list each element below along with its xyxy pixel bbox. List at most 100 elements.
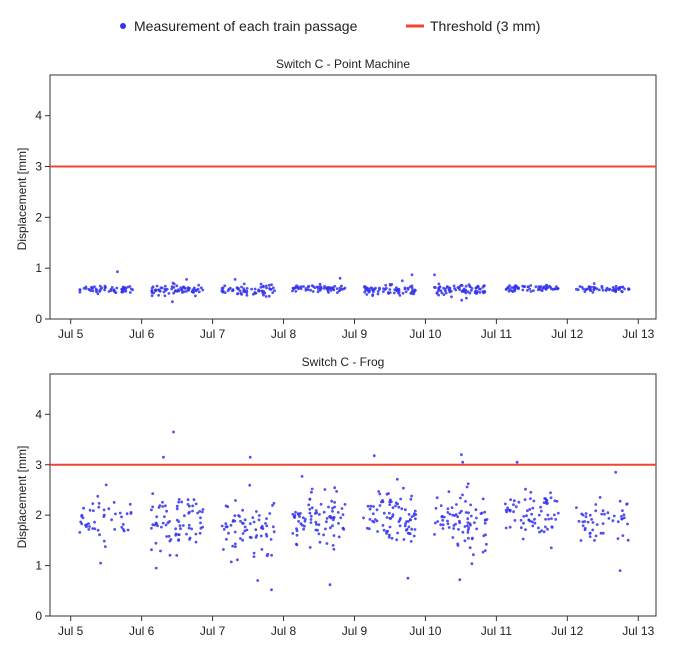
data-point [506, 286, 510, 289]
data-point [538, 530, 541, 534]
data-point [378, 287, 381, 291]
data-point [125, 512, 129, 516]
data-point [546, 501, 549, 505]
data-point [400, 507, 404, 511]
data-point [107, 507, 111, 511]
data-point [87, 528, 91, 531]
data-point [616, 537, 620, 540]
data-point [309, 518, 313, 521]
data-point [93, 527, 97, 531]
data-point [245, 528, 249, 532]
data-point [340, 284, 343, 288]
data-point [410, 494, 413, 498]
data-point [457, 286, 461, 290]
data-point [381, 524, 385, 527]
data-point [590, 518, 593, 521]
y-axis-label: Displacement [mm] [15, 446, 29, 549]
data-point [310, 284, 314, 287]
data-point [508, 284, 511, 287]
data-point [515, 460, 519, 464]
y-tick-label: 4 [35, 109, 42, 123]
data-point [172, 430, 175, 434]
data-point [478, 291, 482, 294]
data-point [265, 554, 269, 558]
data-point [331, 544, 335, 547]
data-point [103, 284, 107, 288]
data-point [231, 544, 235, 548]
data-point [620, 290, 624, 294]
data-point [392, 291, 396, 295]
data-point [194, 502, 198, 506]
data-point [365, 286, 369, 290]
data-point [398, 524, 402, 528]
data-point [162, 290, 166, 294]
data-point [395, 477, 399, 481]
x-tick-label: Jul 8 [271, 624, 297, 638]
data-point [601, 522, 605, 525]
data-point [442, 515, 446, 519]
data-point [225, 537, 228, 541]
data-point [126, 528, 130, 532]
data-point [268, 512, 272, 515]
data-point [78, 288, 82, 292]
y-tick-label: 4 [35, 407, 42, 421]
data-point [413, 288, 417, 292]
data-point [531, 524, 535, 528]
data-point [452, 527, 455, 530]
data-point [325, 542, 329, 545]
data-point [329, 526, 332, 530]
data-point [371, 293, 375, 296]
data-point [153, 523, 157, 527]
y-tick-label: 1 [35, 559, 42, 573]
data-point [439, 289, 443, 293]
data-point [259, 282, 263, 286]
data-point [531, 506, 535, 510]
data-point [366, 504, 370, 508]
data-point [522, 515, 526, 518]
data-point [313, 512, 317, 515]
data-point [233, 278, 237, 281]
data-point [319, 287, 322, 291]
data-point [601, 531, 605, 535]
data-point [239, 537, 242, 540]
plot-area-frame [49, 74, 657, 320]
data-point [299, 287, 303, 291]
data-point [336, 291, 339, 294]
data-point [188, 510, 191, 514]
data-point [368, 507, 372, 511]
data-point [550, 526, 554, 529]
data-point [608, 287, 612, 291]
data-point [324, 286, 328, 290]
data-point [446, 519, 449, 523]
legend-label-measurement: Measurement of each train passage [134, 18, 358, 34]
data-point [555, 287, 559, 291]
data-point [85, 523, 89, 526]
data-point [546, 527, 549, 531]
data-point [340, 507, 344, 510]
data-point [521, 288, 525, 292]
data-point [114, 512, 117, 516]
data-point [372, 505, 375, 508]
data-point [311, 290, 315, 293]
data-point [155, 515, 159, 519]
data-point [85, 525, 88, 529]
data-point [470, 562, 474, 566]
data-point [583, 528, 587, 532]
data-point [413, 528, 417, 531]
data-point [584, 512, 588, 515]
data-point [406, 576, 410, 580]
data-point [460, 298, 464, 302]
data-point [150, 286, 154, 290]
data-point [464, 500, 467, 503]
data-point [319, 502, 323, 506]
data-point [375, 508, 379, 512]
data-point [201, 288, 205, 292]
data-point [316, 528, 319, 532]
data-point [112, 288, 116, 292]
data-point [621, 534, 625, 537]
data-point [96, 528, 100, 532]
data-point [580, 285, 584, 289]
data-point [267, 283, 271, 287]
data-point [264, 522, 267, 525]
